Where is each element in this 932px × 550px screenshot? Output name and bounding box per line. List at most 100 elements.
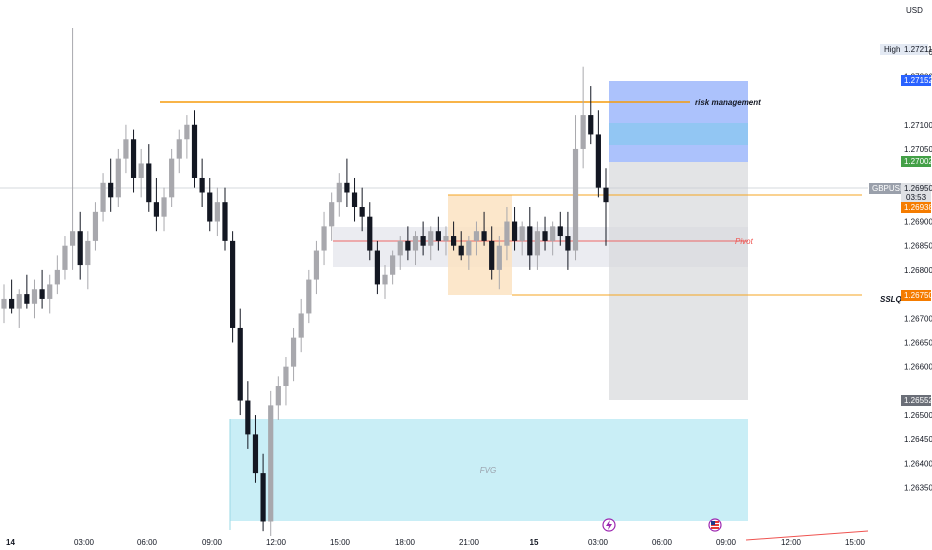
candle-body bbox=[115, 158, 121, 198]
candle-body bbox=[382, 274, 388, 285]
candle-body bbox=[24, 294, 30, 304]
candle-body bbox=[153, 202, 160, 217]
stop-price-value: 1.26552 bbox=[904, 396, 932, 405]
y-tick-label: 1.27100 bbox=[904, 121, 932, 130]
risk-management-label: risk management bbox=[695, 98, 761, 107]
candle-body bbox=[69, 231, 76, 246]
candle-body bbox=[550, 226, 556, 241]
candle-body bbox=[489, 240, 495, 270]
candle-body bbox=[557, 226, 563, 237]
current-price-tag bbox=[901, 202, 931, 213]
candle-body bbox=[54, 269, 60, 285]
y-tick-label: 1.27050 bbox=[904, 145, 932, 154]
candle-body bbox=[405, 240, 411, 251]
price-axis[interactable]: USD 1.272501.272001.271001.270501.269001… bbox=[869, 6, 932, 493]
candle-body bbox=[458, 245, 464, 256]
candle-body bbox=[321, 226, 327, 251]
stop-zone bbox=[609, 162, 748, 400]
candle-body bbox=[252, 434, 259, 474]
x-tick-label: 15:00 bbox=[845, 538, 866, 547]
x-tick-label: 03:00 bbox=[74, 538, 95, 547]
candle-body bbox=[85, 240, 91, 266]
x-tick-label: 09:00 bbox=[716, 538, 737, 547]
candle-body bbox=[306, 279, 312, 314]
candle-body bbox=[542, 231, 548, 241]
candle-body bbox=[268, 405, 274, 522]
candle-body bbox=[313, 250, 320, 280]
candle-body bbox=[572, 148, 579, 251]
candle-body bbox=[450, 236, 457, 246]
candle-body bbox=[275, 386, 281, 406]
candle-body bbox=[62, 245, 68, 270]
candle-body bbox=[511, 221, 518, 241]
x-tick-label: 15:00 bbox=[330, 538, 351, 547]
candle-body bbox=[603, 187, 609, 203]
candle-body bbox=[123, 139, 129, 159]
candle-body bbox=[207, 192, 213, 222]
candle-body bbox=[77, 231, 83, 266]
candle-body bbox=[367, 216, 373, 251]
candle-body bbox=[237, 327, 243, 401]
candle-body bbox=[176, 139, 182, 159]
candle-body bbox=[351, 192, 358, 208]
x-tick-label: 15 bbox=[530, 538, 539, 547]
y-tick-label: 1.26800 bbox=[904, 266, 932, 275]
candle-body bbox=[504, 221, 510, 246]
candle-body bbox=[169, 158, 175, 198]
candle-body bbox=[47, 284, 53, 299]
last-price-value: 1.26950 bbox=[904, 184, 932, 193]
candle-body bbox=[580, 115, 586, 149]
candle-body bbox=[1, 298, 7, 309]
candles-group bbox=[1, 28, 609, 536]
y-tick-label: 1.26900 bbox=[904, 218, 932, 227]
time-axis[interactable]: 14 03:00 06:00 09:00 12:00 15:00 18:00 21:00 15 0… bbox=[6, 538, 866, 547]
candle-body bbox=[222, 202, 228, 241]
lightning-event-icon[interactable] bbox=[602, 518, 616, 532]
x-tick-label: 03:00 bbox=[588, 538, 609, 547]
candle-body bbox=[466, 240, 472, 256]
candle-body bbox=[527, 226, 533, 256]
candle-body bbox=[595, 134, 601, 188]
candle-body bbox=[16, 294, 22, 309]
candle-body bbox=[108, 182, 114, 198]
y-tick-label: 1.26450 bbox=[904, 435, 932, 444]
candle-body bbox=[298, 313, 304, 338]
candle-body bbox=[496, 245, 502, 270]
symbol-tag-label: GBPUSD bbox=[872, 184, 906, 193]
fvg-zone bbox=[230, 419, 748, 521]
candle-body bbox=[473, 231, 480, 241]
entry-price-tag bbox=[901, 156, 931, 167]
high-tag-value: 1.27211 bbox=[904, 45, 932, 54]
us-flag-event-icon[interactable] bbox=[708, 518, 722, 532]
y-tick-label: 1.26500 bbox=[904, 411, 932, 420]
candle-body bbox=[290, 337, 297, 367]
candle-body bbox=[39, 289, 45, 299]
current-price-value: 1.26938 bbox=[904, 203, 932, 212]
candle-body bbox=[130, 139, 137, 178]
x-tick-label: 18:00 bbox=[395, 538, 416, 547]
candle-body bbox=[92, 211, 99, 241]
y-tick-label: 1.26850 bbox=[904, 242, 932, 251]
candle-body bbox=[420, 236, 426, 246]
candle-body bbox=[260, 473, 266, 522]
candle-body bbox=[443, 236, 449, 241]
sslq-price-value: 1.26750 bbox=[904, 291, 932, 300]
fvg-label: FVG bbox=[480, 466, 496, 475]
candle-body bbox=[534, 231, 541, 256]
y-tick-label: 1.26650 bbox=[904, 338, 932, 347]
candle-body bbox=[138, 163, 144, 178]
countdown-value: 03:53 bbox=[906, 193, 927, 202]
pivot-label: Pivot bbox=[735, 237, 754, 246]
candle-body bbox=[283, 366, 289, 387]
candle-body bbox=[565, 236, 571, 251]
sslq-label: SSLQ bbox=[880, 295, 903, 304]
currency-label: USD bbox=[906, 6, 923, 15]
x-tick-label: 12:00 bbox=[781, 538, 802, 547]
candle-body bbox=[214, 202, 220, 222]
candle-body bbox=[428, 231, 434, 246]
candle-body bbox=[344, 182, 350, 193]
session-box bbox=[448, 195, 512, 295]
candle-body bbox=[374, 250, 380, 285]
countdown-tag bbox=[901, 193, 931, 202]
